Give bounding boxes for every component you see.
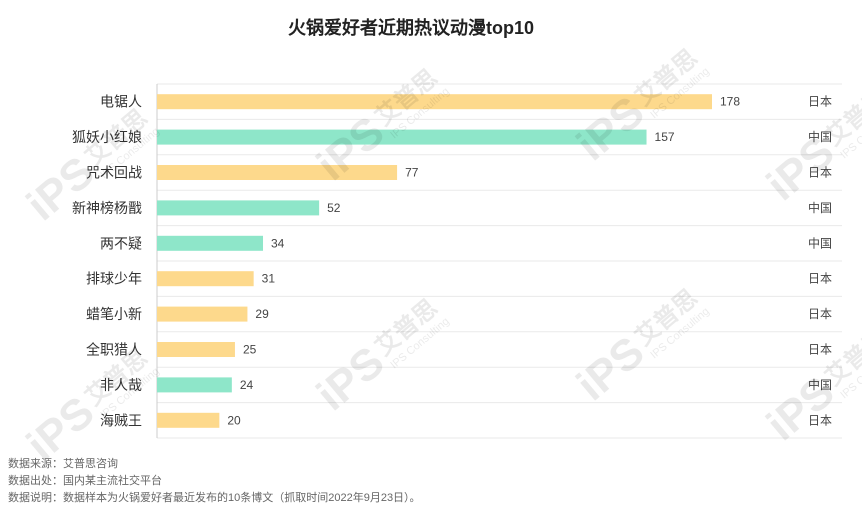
footer-notes: 数据来源：艾普思咨询 数据出处：国内某主流社交平台 数据说明：数据样本为火锅爱好… [8, 456, 421, 507]
category-label: 蜡笔小新 [86, 306, 142, 322]
origin-label: 日本 [808, 95, 832, 109]
origin-label: 日本 [808, 272, 832, 286]
bar [157, 306, 248, 322]
value-label: 34 [271, 236, 285, 250]
origin-label: 日本 [808, 307, 832, 321]
category-label: 狐妖小红娘 [72, 129, 142, 145]
origin-label: 中国 [808, 129, 832, 144]
category-label: 新神榜杨戬 [72, 200, 142, 216]
value-label: 24 [240, 378, 254, 392]
category-label: 电锯人 [100, 94, 142, 110]
bar [157, 235, 264, 251]
value-label: 25 [243, 343, 257, 357]
value-label: 52 [327, 201, 341, 215]
origin-label: 中国 [808, 200, 832, 215]
category-label: 非人哉 [100, 377, 142, 393]
origin-label: 日本 [808, 413, 832, 427]
source-note: 数据来源：艾普思咨询 [8, 458, 118, 470]
category-label: 两不疑 [100, 235, 142, 251]
origin-label: 中国 [808, 235, 832, 250]
bar [157, 342, 235, 357]
bar [157, 165, 398, 180]
bar [157, 377, 232, 393]
bar [157, 412, 220, 428]
origin-note: 数据出处：国内某主流社交平台 [8, 475, 162, 487]
value-label: 157 [655, 130, 675, 144]
origin-label: 日本 [808, 343, 832, 357]
bar [157, 94, 712, 110]
description-note: 数据说明：数据样本为火锅爱好者最近发布的10条博文（抓取时间2022年9月23日… [8, 492, 421, 504]
value-label: 31 [262, 272, 276, 286]
value-label: 77 [405, 166, 419, 180]
bar [157, 271, 254, 287]
category-label: 海贼王 [100, 412, 142, 428]
origin-label: 日本 [808, 166, 832, 180]
origin-label: 中国 [808, 377, 832, 392]
bar [157, 129, 647, 145]
bar [157, 200, 320, 216]
value-label: 29 [255, 307, 269, 321]
category-label: 咒术回战 [86, 165, 142, 181]
category-label: 全职猎人 [86, 342, 142, 358]
value-label: 20 [227, 413, 241, 427]
category-label: 排球少年 [86, 271, 142, 287]
value-label: 178 [720, 95, 740, 109]
chart-title: 火锅爱好者近期热议动漫top10 [287, 18, 534, 38]
